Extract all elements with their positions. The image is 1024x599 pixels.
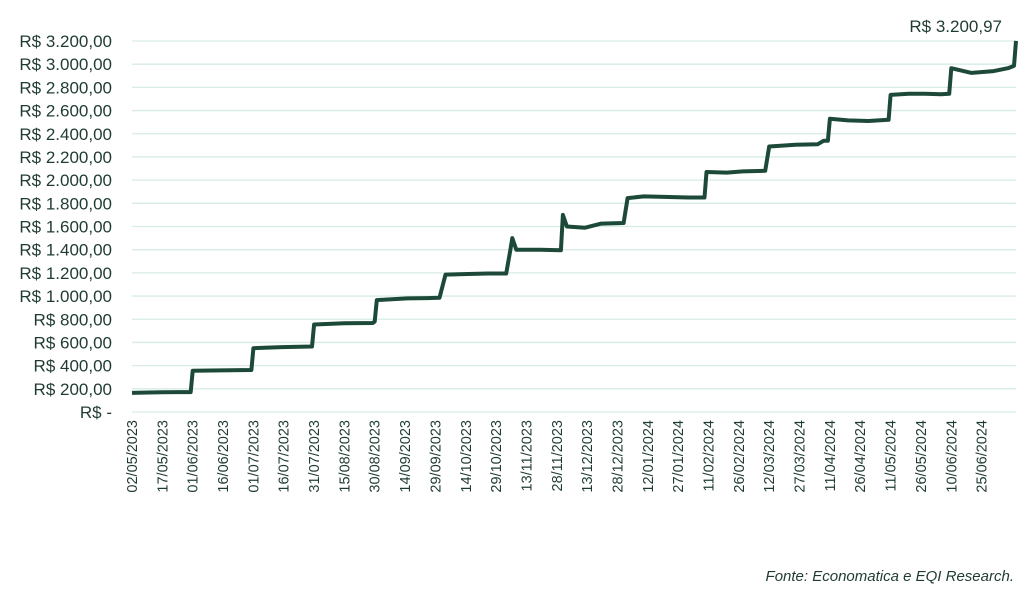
y-tick-label: R$ 1.800,00	[19, 194, 112, 213]
x-tick-label: 29/10/2023	[489, 420, 505, 493]
y-tick-label: R$ 2.000,00	[19, 171, 112, 190]
x-tick-label: 01/07/2023	[246, 420, 262, 493]
x-tick-label: 14/10/2023	[459, 420, 475, 493]
y-tick-label: R$ 3.000,00	[19, 55, 112, 74]
x-tick-label: 13/12/2023	[580, 420, 596, 493]
x-tick-label: 11/04/2024	[823, 420, 839, 492]
x-tick-label: 31/07/2023	[307, 420, 323, 493]
x-tick-label: 26/04/2024	[853, 420, 869, 493]
x-tick-label: 16/07/2023	[277, 420, 293, 493]
y-tick-label: R$ 600,00	[34, 333, 112, 352]
gridlines	[132, 40, 1016, 413]
source-note: Fonte: Economatica e EQI Research.	[765, 568, 1014, 585]
x-tick-label: 25/06/2024	[975, 420, 991, 493]
y-tick-label: R$ 3.200,00	[19, 32, 112, 51]
x-tick-label: 15/08/2023	[337, 420, 353, 493]
y-tick-label: R$ 400,00	[34, 357, 112, 376]
y-tick-label: R$ -	[80, 403, 112, 422]
x-tick-label: 01/06/2023	[186, 420, 202, 493]
y-tick-label: R$ 2.200,00	[19, 148, 112, 167]
y-tick-label: R$ 2.400,00	[19, 125, 112, 144]
x-tick-label: 17/05/2023	[155, 420, 171, 493]
x-tick-label: 26/02/2024	[732, 420, 748, 493]
x-tick-label: 28/11/2023	[550, 420, 566, 492]
y-tick-label: R$ 1.600,00	[19, 218, 112, 237]
x-tick-label: 26/05/2024	[914, 420, 930, 493]
x-tick-label: 11/02/2024	[702, 420, 718, 492]
y-tick-label: R$ 1.400,00	[19, 241, 112, 260]
y-tick-label: R$ 1.000,00	[19, 287, 112, 306]
x-axis-ticks: 02/05/2023 17/05/2023 01/06/2023 16/06/2023…	[125, 420, 991, 493]
y-axis-ticks: R$ - R$ 200,00 R$ 400,00 R$ 600,00 R$ 800,00…	[19, 32, 112, 422]
x-tick-label: 02/05/2023	[125, 420, 141, 493]
x-tick-label: 11/05/2024	[884, 420, 900, 492]
y-tick-label: R$ 2.800,00	[19, 78, 112, 97]
y-tick-label: R$ 800,00	[34, 310, 112, 329]
x-tick-label: 27/03/2024	[793, 420, 809, 493]
x-tick-label: 14/09/2023	[398, 420, 414, 493]
x-tick-label: 28/12/2023	[610, 420, 626, 493]
x-tick-label: 16/06/2023	[216, 420, 232, 493]
x-tick-label: 27/01/2024	[671, 420, 687, 493]
x-tick-label: 13/11/2023	[519, 420, 535, 492]
x-tick-label: 12/01/2024	[641, 420, 657, 493]
x-tick-label: 30/08/2023	[368, 420, 384, 493]
x-tick-label: 10/06/2024	[944, 420, 960, 493]
x-tick-label: 12/03/2024	[762, 420, 778, 493]
y-tick-label: R$ 200,00	[34, 380, 112, 399]
last-value-annotation: R$ 3.200,97	[909, 17, 1002, 36]
series-line	[131, 40, 1018, 395]
y-tick-label: R$ 2.600,00	[19, 102, 112, 121]
x-tick-label: 29/09/2023	[428, 420, 444, 493]
y-tick-label: R$ 1.200,00	[19, 264, 112, 283]
